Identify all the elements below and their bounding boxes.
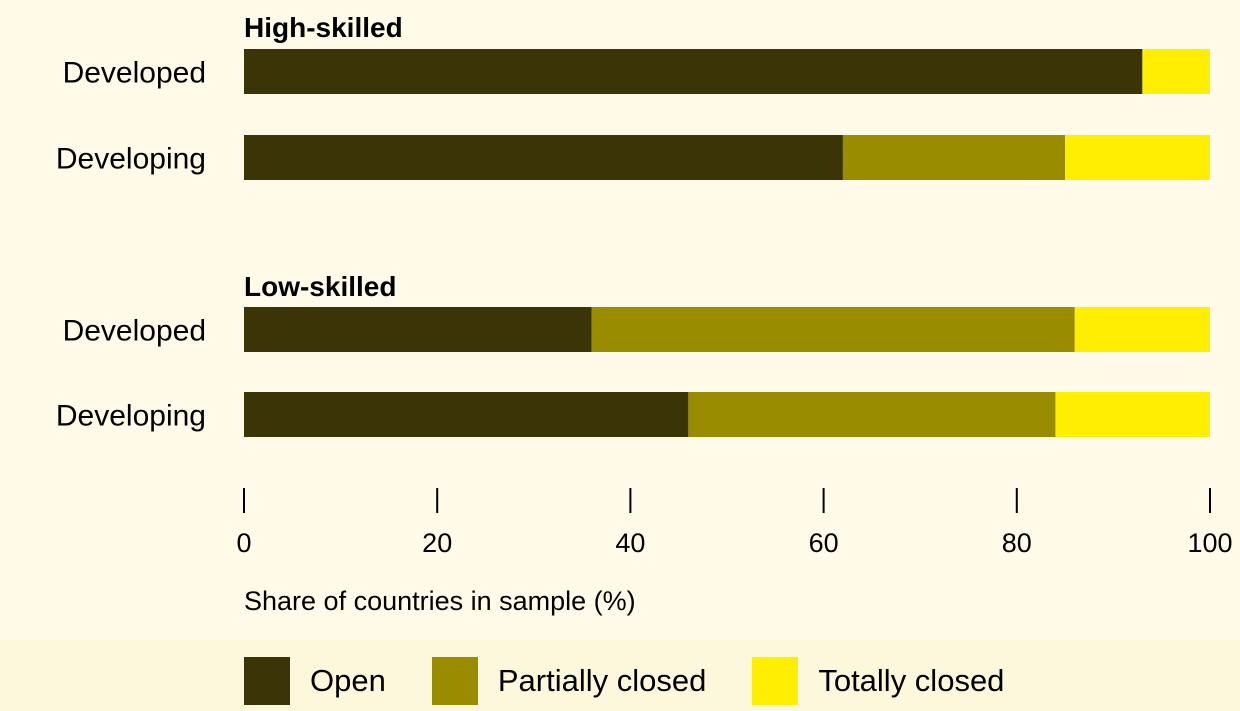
- bar-segment-high-skilled-developing-open: [244, 135, 843, 180]
- legend-item-partially-closed: Partially closed: [431, 657, 707, 705]
- bar-segment-low-skilled-developing-open: [244, 392, 689, 437]
- bar-segment-low-skilled-developed-partially-closed: [591, 307, 1075, 352]
- x-tick-label-40: 40: [615, 528, 645, 558]
- bar-segment-high-skilled-developing-partially-closed: [842, 135, 1066, 180]
- legend-item-open: Open: [244, 657, 386, 705]
- category-label-low-skilled-developed: Developed: [63, 315, 206, 348]
- legend-swatch-partially-closed: [431, 657, 478, 705]
- legend-label-totally-closed: Totally closed: [818, 663, 1005, 698]
- bar-segment-high-skilled-developed-totally-closed: [1142, 49, 1210, 94]
- x-tick-label-100: 100: [1187, 528, 1232, 558]
- bar-segment-low-skilled-developing-partially-closed: [688, 392, 1056, 437]
- x-tick-label-80: 80: [1002, 528, 1032, 558]
- x-tick-label-0: 0: [236, 528, 251, 558]
- category-label-high-skilled-developing: Developing: [56, 143, 206, 176]
- category-label-low-skilled-developing: Developing: [56, 400, 206, 433]
- bar-segment-high-skilled-developing-totally-closed: [1065, 135, 1210, 180]
- legend-label-partially-closed: Partially closed: [497, 663, 707, 698]
- x-axis-title: Share of countries in sample (%): [244, 586, 636, 616]
- x-tick-label-20: 20: [422, 528, 452, 558]
- legend-band: [0, 640, 1240, 711]
- bar-segment-high-skilled-developed-open: [244, 49, 1143, 94]
- legend-item-totally-closed: Totally closed: [752, 657, 1004, 705]
- legend: Open Partially closed Totally closed: [244, 657, 1050, 705]
- stacked-bar-chart: High-skilled Developed Developing Low-skill…: [56, 12, 1233, 616]
- group-title-high-skilled: High-skilled: [244, 12, 403, 43]
- legend-label-open: Open: [310, 663, 386, 698]
- x-tick-label-60: 60: [809, 528, 839, 558]
- legend-swatch-open: [244, 657, 290, 705]
- legend-swatch-totally-closed: [752, 657, 799, 705]
- category-label-high-skilled-developed: Developed: [63, 57, 206, 90]
- bar-segment-low-skilled-developing-totally-closed: [1055, 392, 1210, 437]
- bar-segment-low-skilled-developed-totally-closed: [1074, 307, 1210, 352]
- group-title-low-skilled: Low-skilled: [244, 271, 396, 302]
- bar-segment-low-skilled-developed-open: [244, 307, 592, 352]
